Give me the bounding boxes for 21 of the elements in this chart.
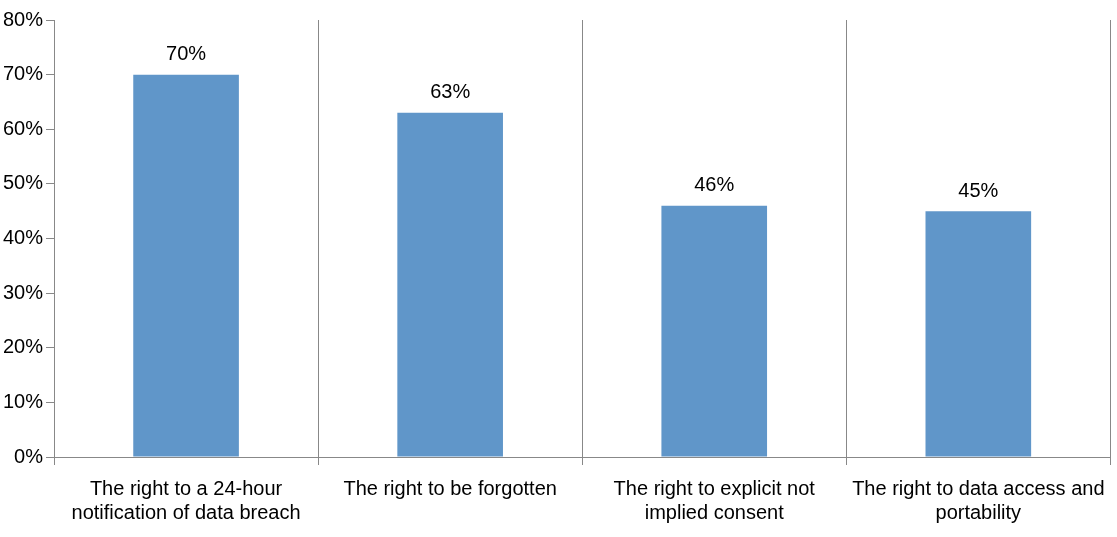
data-label: 70%	[166, 42, 207, 65]
data-label: 46%	[694, 173, 735, 196]
y-tick-label: 70%	[3, 62, 44, 85]
bar	[397, 112, 503, 457]
bar	[925, 211, 1032, 457]
y-tick-label: 40%	[3, 226, 44, 249]
y-tick-label: 50%	[3, 171, 44, 194]
y-tick-label: 60%	[3, 116, 44, 139]
x-tick-label: The right to a 24-hour notification of data breach	[71, 476, 301, 523]
bar	[133, 74, 239, 457]
x-tick-label: The right to data access and portability	[852, 476, 1105, 523]
x-tick-label: The right to be forgotten	[343, 476, 557, 499]
y-tick-label: 10%	[3, 389, 44, 412]
y-tick-label: 20%	[3, 335, 44, 358]
data-label: 45%	[958, 178, 999, 201]
bar	[661, 205, 768, 457]
y-tick-label: 30%	[3, 280, 44, 303]
y-tick-label: 0%	[14, 444, 44, 467]
y-tick-label: 80%	[3, 7, 44, 30]
data-label: 63%	[430, 80, 471, 103]
x-tick-label: The right to explicit not implied consent	[613, 476, 816, 523]
